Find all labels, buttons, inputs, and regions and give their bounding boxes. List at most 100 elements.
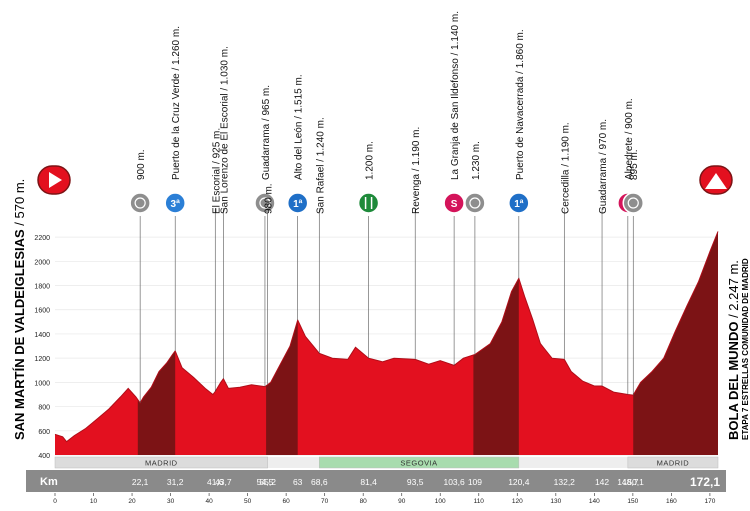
point-label-group: 895 m. (629, 149, 640, 180)
x-tick-label: 70 (321, 498, 329, 505)
svg-text:SAN MARTÍN DE VALDEIGLESIAS: SAN MARTÍN DE VALDEIGLESIAS / 570 m. (12, 179, 27, 440)
altitude-marker-inner (259, 197, 271, 209)
km-value-label: 150,1 (623, 477, 645, 487)
intermediate-sprint-icon (443, 192, 465, 214)
climb-section (137, 350, 176, 455)
icon-badge: 1ª (514, 199, 524, 210)
x-tick-label: 130 (550, 498, 561, 505)
elevation-line (54, 231, 719, 443)
x-tick-label: 100 (435, 498, 446, 505)
intermediate-altitude-icon (254, 192, 276, 214)
region-label: MADRID (145, 459, 178, 468)
x-tick-label: 160 (666, 498, 677, 505)
point-label: Alto del León / 1.515 m. (294, 74, 305, 180)
x-tick-label: 30 (167, 498, 175, 505)
intermediate-altitude-icon (622, 192, 644, 214)
region-band (627, 456, 719, 469)
point-label-group: La Granja de San Ildefonso / 1.140 m. (450, 11, 461, 180)
km-value-label: 148,7 (617, 477, 639, 487)
icon-badge: 1ª (293, 199, 303, 210)
region-band (54, 456, 268, 469)
x-tick-label: 80 (360, 498, 368, 505)
altitude-marker-inner (627, 197, 639, 209)
km-value-label: 103,6 (443, 477, 465, 487)
point-label-group: San Lorenzo de El Escorial / 1.030 m. (219, 46, 230, 214)
point-label-group: 900 m. (136, 149, 147, 180)
km-bar: Km 172,1 22,1 31,2 41,643,7 54,555,2 63 68,6 8… (26, 470, 726, 492)
x-tick-label: 60 (283, 498, 291, 505)
x-tick-label: 40 (205, 498, 213, 505)
point-label: San Lorenzo de El Escorial / 1.030 m. (219, 46, 230, 214)
km-label: Km (40, 476, 58, 488)
point-label: 895 m. (629, 149, 640, 180)
x-tick-label: 170 (704, 498, 715, 505)
point-label-group: El Escorial / 925 m. (211, 128, 222, 214)
y-tick-label: 600 (38, 429, 50, 436)
intermediate-altitude-icon (129, 192, 151, 214)
km-value-label: 68,6 (311, 477, 328, 487)
point-label: Revenga / 1.190 m. (411, 127, 422, 214)
x-tick-label: 90 (398, 498, 406, 505)
km-value-label: 41,6 (207, 477, 224, 487)
point-label-group: 1.200 m. (365, 141, 376, 180)
start-separator: / (12, 218, 27, 225)
finish-subtitle-group: ETAPA 7 ESTRELLAS COMUNIDAD DE MADRID (741, 258, 750, 440)
y-tick-label: 2000 (34, 259, 50, 266)
point-label: 1.230 m. (471, 141, 482, 180)
region-label: MADRID (657, 459, 690, 468)
point-label: Alpedrete / 900 m. (624, 98, 635, 180)
point-icons: 3ª1ªS1ªS (129, 192, 644, 214)
point-label: Guadarrama / 970 m. (598, 119, 609, 214)
km-value-label: 142 (595, 477, 609, 487)
altitude-marker-inner (134, 197, 146, 209)
x-tick-label: 50 (244, 498, 252, 505)
km-value-label: 43,7 (215, 477, 232, 487)
km-value-label: 54,5 (257, 477, 274, 487)
km-bar-background (26, 470, 726, 492)
x-tick-label: 10 (90, 498, 98, 505)
y-tick-label: 800 (38, 405, 50, 412)
point-label: La Granja de San Ildefonso / 1.140 m. (450, 11, 461, 180)
y-tick-label: 1800 (34, 284, 50, 291)
x-tick-label: 140 (589, 498, 600, 505)
point-label: 1.200 m. (365, 141, 376, 180)
km-value-label: 132,2 (554, 477, 576, 487)
km-value-label: 120,4 (508, 477, 530, 487)
start-altitude: 570 m. (12, 179, 27, 219)
finish-marker (699, 165, 733, 195)
point-label-group: San Rafael / 1.240 m. (315, 117, 326, 214)
km-value-label: 31,2 (167, 477, 184, 487)
point-label-group: Cercedilla / 1.190 m. (560, 122, 571, 214)
point-label: El Escorial / 925 m. (211, 128, 222, 214)
finish-title: BOLA DEL MUNDO / 2.247 m. (726, 260, 741, 440)
point-label: 980 m. (264, 183, 275, 214)
y-tick-label: 400 (38, 453, 50, 460)
profile-layer (54, 231, 719, 455)
start-marker (37, 165, 71, 195)
y-tick-label: 1200 (34, 356, 50, 363)
finish-subtitle: ETAPA 7 ESTRELLAS COMUNIDAD DE MADRID (741, 258, 750, 440)
leader-lines (139, 208, 634, 403)
region-bands: MADRID SEGOVIA MADRID (54, 456, 719, 469)
km-value-label: 55,2 (259, 477, 276, 487)
point-label-group: Puerto de Navacerrada / 1.860 m. (515, 29, 526, 180)
region-label: SEGOVIA (400, 459, 437, 468)
point-labels: 900 m. Puerto de la Cruz Verde / 1.260 m.… (136, 11, 640, 214)
km-value-label: 81,4 (360, 477, 377, 487)
point-label-group: 1.230 m. (471, 141, 482, 180)
y-tick-label: 1400 (34, 332, 50, 339)
km-value-label: 93,5 (407, 477, 424, 487)
region-band (319, 456, 520, 469)
x-tick-label: 110 (474, 498, 485, 505)
y-axis: 400 600 800 1000 1200 1400 1600 1800 2000 2200 (34, 235, 50, 460)
climb-3rd-category-icon (164, 192, 186, 214)
climb-1st-category-icon (508, 192, 530, 214)
point-label-group: Guadarrama / 965 m. (261, 85, 272, 180)
x-tick-label: 0 (53, 498, 57, 505)
climb-section (473, 278, 519, 455)
km-value-label: 109 (468, 477, 482, 487)
point-label-group: Revenga / 1.190 m. (411, 127, 422, 214)
mountain-summit-icon (705, 173, 727, 189)
